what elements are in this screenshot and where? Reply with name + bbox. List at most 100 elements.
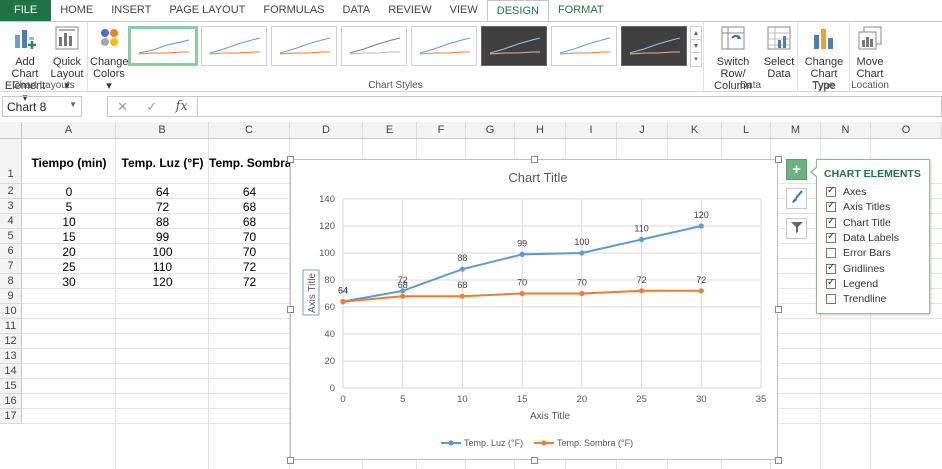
chart-style-thumb[interactable]	[128, 26, 198, 66]
checkbox[interactable]	[826, 248, 836, 259]
column-header[interactable]: J	[617, 122, 668, 139]
table-cell[interactable]: 99	[155, 230, 170, 244]
row-header[interactable]: 12	[0, 334, 22, 349]
row-header[interactable]: 14	[0, 364, 22, 379]
checkbox[interactable]	[826, 231, 836, 243]
add-chart-element-button[interactable]: Add Chart Element ▾	[3, 25, 47, 104]
resize-handle[interactable]	[531, 156, 538, 163]
chart-element-option[interactable]: Chart Title	[826, 216, 891, 230]
row-header[interactable]: 10	[0, 304, 22, 319]
row-header[interactable]: 6	[0, 244, 22, 259]
table-cell[interactable]: 5	[65, 200, 73, 214]
chart-element-option[interactable]: Axis Titles	[826, 200, 890, 214]
formula-input[interactable]	[197, 96, 942, 117]
gallery-more-icon[interactable]: ▾	[694, 56, 698, 63]
table-header-cell[interactable]: Temp. Luz (°F)	[121, 156, 204, 170]
cancel-icon[interactable]: ✕	[117, 98, 129, 114]
resize-handle[interactable]	[775, 156, 782, 163]
chart-styles-button[interactable]	[786, 188, 807, 209]
x-axis-title[interactable]: Axis Title	[530, 411, 570, 422]
column-header[interactable]: A	[22, 122, 116, 139]
row-header[interactable]: 15	[0, 379, 22, 394]
data-point[interactable]	[579, 250, 585, 256]
quick-layout-button[interactable]: Quick Layout ▾	[48, 25, 86, 92]
chart-element-option[interactable]: Gridlines	[826, 262, 884, 276]
table-cell[interactable]: 30	[62, 275, 76, 289]
column-header[interactable]: F	[417, 122, 466, 139]
tab-insert[interactable]: INSERT	[111, 4, 152, 16]
chart-style-thumb[interactable]	[621, 26, 687, 66]
row-header[interactable]: 17	[0, 409, 22, 424]
y-axis-title[interactable]: Axis Title	[307, 273, 318, 313]
column-header[interactable]: K	[668, 122, 722, 139]
table-cell[interactable]: 100	[152, 245, 173, 259]
chart-style-thumb[interactable]	[271, 26, 337, 66]
select-data-button[interactable]: Select Data	[762, 25, 796, 80]
chart-style-thumb[interactable]	[341, 26, 407, 66]
move-chart-button[interactable]: Move Chart	[851, 25, 889, 80]
tab-format[interactable]: FORMAT	[557, 4, 604, 16]
data-point[interactable]	[340, 299, 346, 305]
tab-formulas[interactable]: FORMULAS	[263, 4, 325, 16]
data-point[interactable]	[459, 293, 466, 299]
change-colors-button[interactable]: Change Colors ▾	[90, 25, 129, 92]
column-header[interactable]: D	[290, 122, 363, 139]
chart-title[interactable]: Chart Title	[508, 170, 567, 185]
data-point[interactable]	[400, 288, 406, 294]
resize-handle[interactable]	[775, 457, 782, 464]
data-point[interactable]	[698, 288, 704, 294]
data-point[interactable]	[579, 290, 585, 297]
data-point[interactable]	[638, 236, 645, 243]
insert-function-icon[interactable]: fx	[175, 99, 188, 114]
column-header[interactable]: H	[515, 122, 566, 139]
resize-handle[interactable]	[287, 306, 294, 313]
switch-row-column-button[interactable]: Switch Row/ Column	[706, 25, 760, 92]
table-header-cell[interactable]: Temp. Sombra	[209, 156, 290, 170]
data-point[interactable]	[459, 266, 466, 272]
change-chart-type-button[interactable]: Change Chart Type	[799, 25, 849, 92]
checkbox[interactable]	[826, 277, 836, 289]
checkbox[interactable]	[826, 262, 836, 274]
resize-handle[interactable]	[531, 457, 538, 464]
row-header[interactable]: 5	[0, 229, 22, 244]
chart-element-option[interactable]: Data Labels	[826, 231, 899, 245]
tab-home[interactable]: HOME	[60, 4, 94, 16]
chart-filters-button[interactable]	[786, 218, 807, 239]
table-cell[interactable]: 25	[62, 260, 76, 274]
column-header[interactable]: N	[821, 122, 871, 139]
resize-handle[interactable]	[287, 156, 294, 163]
chart-element-option[interactable]: Error Bars	[826, 246, 891, 260]
tab-file[interactable]: FILE	[0, 0, 52, 21]
row-header[interactable]: 16	[0, 394, 22, 409]
name-box[interactable]: Chart 8 ▼	[2, 96, 82, 117]
row-header[interactable]: 7	[0, 259, 22, 274]
tab-view[interactable]: VIEW	[449, 4, 478, 16]
resize-handle[interactable]	[287, 457, 294, 464]
chevron-down-icon[interactable]: ▼	[69, 100, 77, 109]
row-header[interactable]: 1	[0, 139, 22, 184]
enter-icon[interactable]: ✓	[146, 98, 158, 114]
column-header[interactable]: G	[466, 122, 515, 139]
checkbox[interactable]	[826, 200, 836, 213]
row-header[interactable]: 11	[0, 319, 22, 334]
column-header[interactable]: I	[566, 122, 617, 139]
checkbox[interactable]	[826, 216, 836, 228]
table-cell[interactable]: 10	[62, 215, 76, 229]
row-header[interactable]: 4	[0, 214, 22, 229]
table-cell[interactable]: 110	[152, 260, 173, 274]
column-header[interactable]: C	[209, 122, 290, 139]
tab-review[interactable]: REVIEW	[388, 4, 432, 16]
chart-style-thumb[interactable]	[551, 26, 617, 66]
chart-elements-button[interactable]: +	[786, 159, 807, 180]
table-cell[interactable]: 120	[152, 275, 173, 289]
scroll-down-icon[interactable]: ▼	[691, 40, 701, 53]
tab-design[interactable]: DESIGN	[486, 0, 549, 22]
tab-data[interactable]: DATA	[342, 4, 371, 16]
table-cell[interactable]: 15	[62, 230, 76, 244]
checkbox[interactable]	[826, 185, 836, 197]
table-cell[interactable]: 72	[242, 260, 257, 274]
data-point[interactable]	[400, 293, 406, 299]
chart-style-thumb[interactable]	[411, 26, 477, 66]
row-header[interactable]: 13	[0, 349, 22, 364]
column-header[interactable]: L	[722, 122, 771, 139]
